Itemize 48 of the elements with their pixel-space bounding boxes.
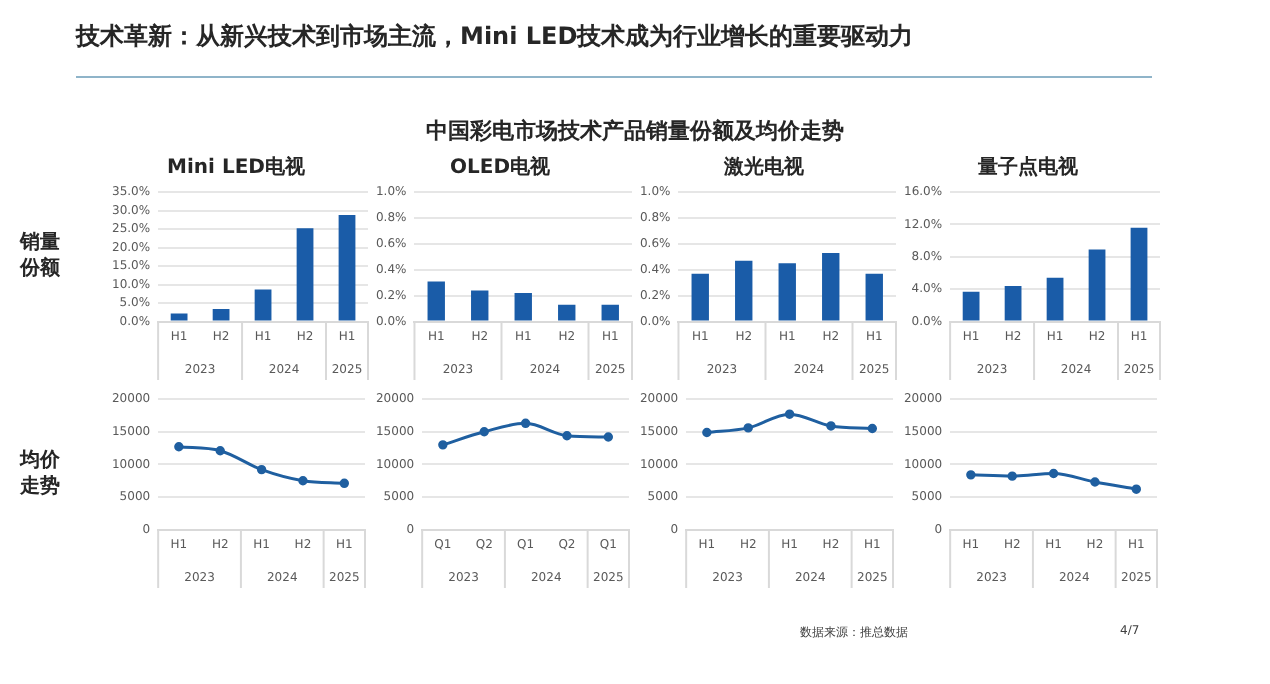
bar: [1004, 285, 1022, 321]
bar: [1088, 249, 1106, 321]
point: [743, 423, 753, 433]
bar: [1046, 277, 1064, 321]
point: [826, 421, 836, 431]
bar: [514, 293, 532, 321]
bar: [296, 228, 314, 321]
point: [562, 431, 572, 441]
point: [603, 432, 614, 442]
point: [1007, 471, 1017, 481]
bar: [471, 290, 489, 321]
point: [298, 476, 308, 486]
bar: [558, 304, 576, 321]
bar: [822, 252, 840, 321]
point: [1090, 477, 1100, 487]
chart-title: Mini LED电视: [167, 155, 307, 180]
y-axis-title: 均价走势: [17, 448, 62, 500]
bar: [735, 260, 753, 321]
point: [867, 423, 878, 434]
point: [784, 409, 795, 419]
point: [339, 478, 350, 489]
bar: [691, 273, 709, 321]
point: [1131, 484, 1142, 494]
bar: [427, 281, 445, 321]
bar: [1130, 227, 1148, 321]
point: [215, 446, 225, 456]
point: [174, 442, 184, 452]
bar: [170, 313, 188, 321]
chart-title: 量子点电视: [976, 155, 1080, 180]
point: [438, 440, 448, 450]
y-axis-title: 销量份额: [17, 230, 62, 282]
bar: [601, 304, 619, 321]
bar: [865, 273, 883, 321]
point: [520, 418, 531, 429]
bar: [254, 289, 272, 321]
point: [966, 470, 976, 480]
bar: [778, 263, 796, 321]
chart-title: 激光电视: [722, 155, 806, 180]
point: [1048, 468, 1059, 479]
bar: [212, 309, 230, 321]
bar: [962, 291, 980, 321]
text: 中国彩电市场技术产品销量份额及均价走势: [424, 116, 846, 146]
point: [702, 427, 712, 438]
bar: [338, 214, 356, 321]
text: 技术革新：从新兴技术到市场主流，Mini LED技术成为行业增长的重要驱动力: [76, 20, 914, 54]
chart-title: OLED电视: [449, 155, 552, 180]
point: [256, 464, 267, 475]
point: [479, 427, 489, 437]
